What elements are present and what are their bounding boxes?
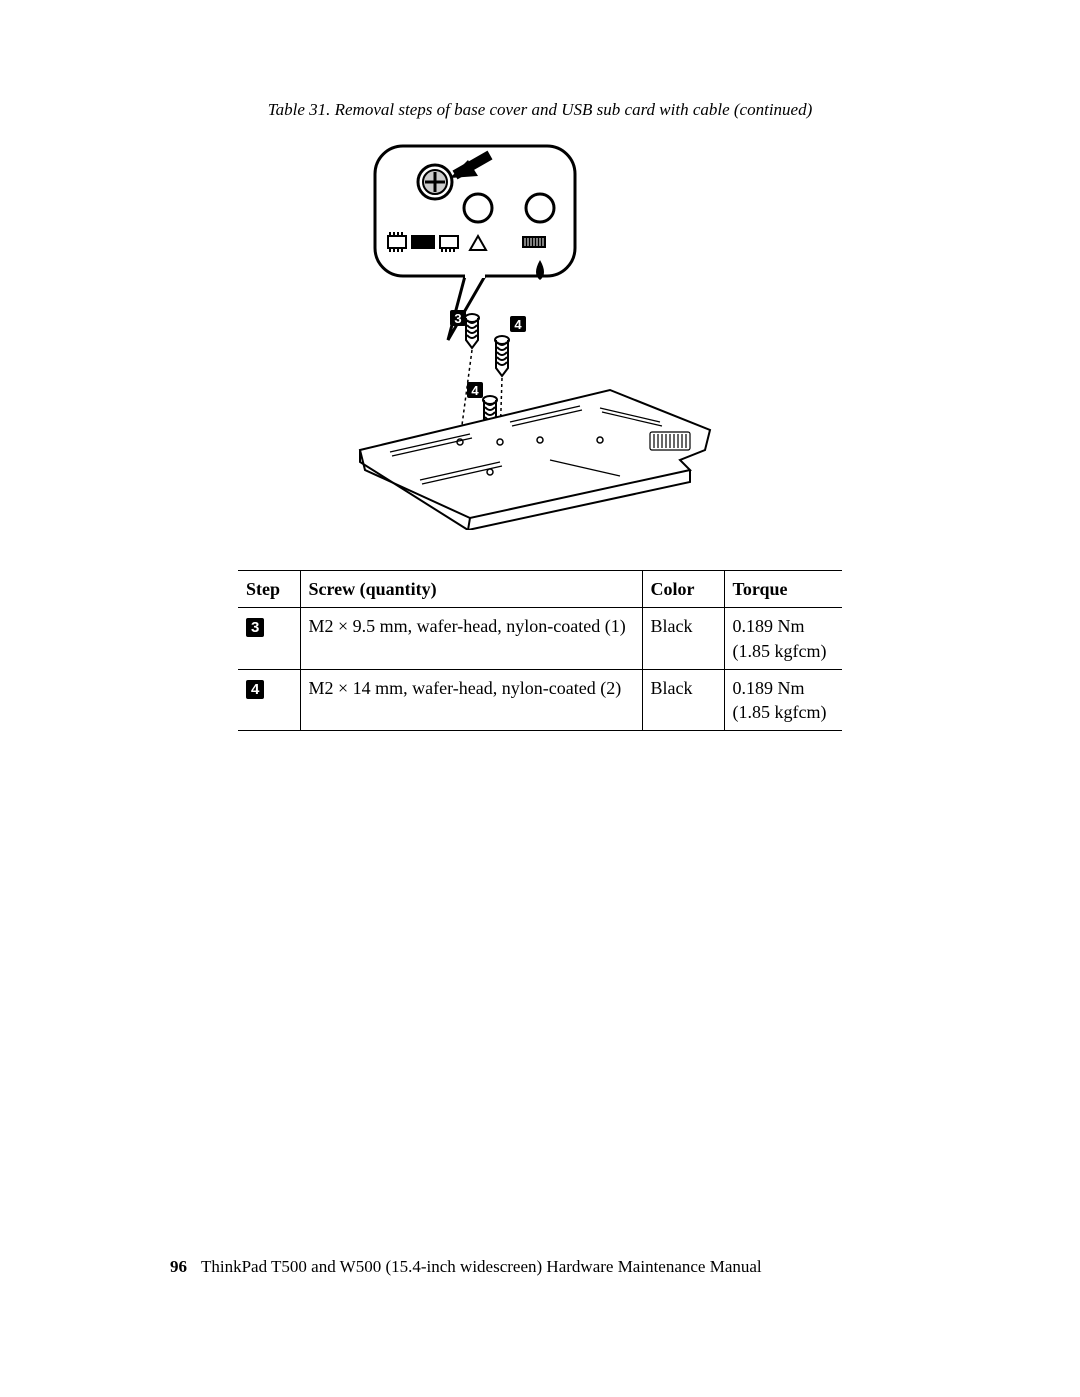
torque-nm: 0.189 Nm <box>733 678 805 698</box>
torque-kgfcm: (1.85 kgfcm) <box>733 702 827 722</box>
screw-table: Step Screw (quantity) Color Torque 3 M2 … <box>238 570 842 731</box>
torque-kgfcm: (1.85 kgfcm) <box>733 641 827 661</box>
cell-torque: 0.189 Nm (1.85 kgfcm) <box>724 669 842 731</box>
cell-color: Black <box>642 608 724 670</box>
cell-torque: 0.189 Nm (1.85 kgfcm) <box>724 608 842 670</box>
diagram-label-3: 3 <box>454 311 461 326</box>
cell-step: 3 <box>238 608 300 670</box>
th-torque: Torque <box>724 571 842 608</box>
removal-diagram: 3 4 4 <box>350 140 730 530</box>
cell-screw: M2 × 14 mm, wafer-head, nylon-coated (2) <box>300 669 642 731</box>
step-badge: 4 <box>246 680 264 699</box>
th-step: Step <box>238 571 300 608</box>
footer-text: ThinkPad T500 and W500 (15.4-inch widesc… <box>201 1257 762 1276</box>
step-badge: 3 <box>246 618 264 637</box>
cell-step: 4 <box>238 669 300 731</box>
table-row: 4 M2 × 14 mm, wafer-head, nylon-coated (… <box>238 669 842 731</box>
table-caption: Table 31. Removal steps of base cover an… <box>238 100 842 120</box>
page-footer: 96 ThinkPad T500 and W500 (15.4-inch wide… <box>170 1257 762 1277</box>
page: Table 31. Removal steps of base cover an… <box>0 0 1080 1397</box>
table-row: 3 M2 × 9.5 mm, wafer-head, nylon-coated … <box>238 608 842 670</box>
torque-nm: 0.189 Nm <box>733 616 805 636</box>
th-color: Color <box>642 571 724 608</box>
th-screw: Screw (quantity) <box>300 571 642 608</box>
cell-color: Black <box>642 669 724 731</box>
cell-screw: M2 × 9.5 mm, wafer-head, nylon-coated (1… <box>300 608 642 670</box>
diagram-label-4b: 4 <box>471 383 479 398</box>
diagram-label-4a: 4 <box>514 317 522 332</box>
page-number: 96 <box>170 1257 187 1276</box>
table-header-row: Step Screw (quantity) Color Torque <box>238 571 842 608</box>
